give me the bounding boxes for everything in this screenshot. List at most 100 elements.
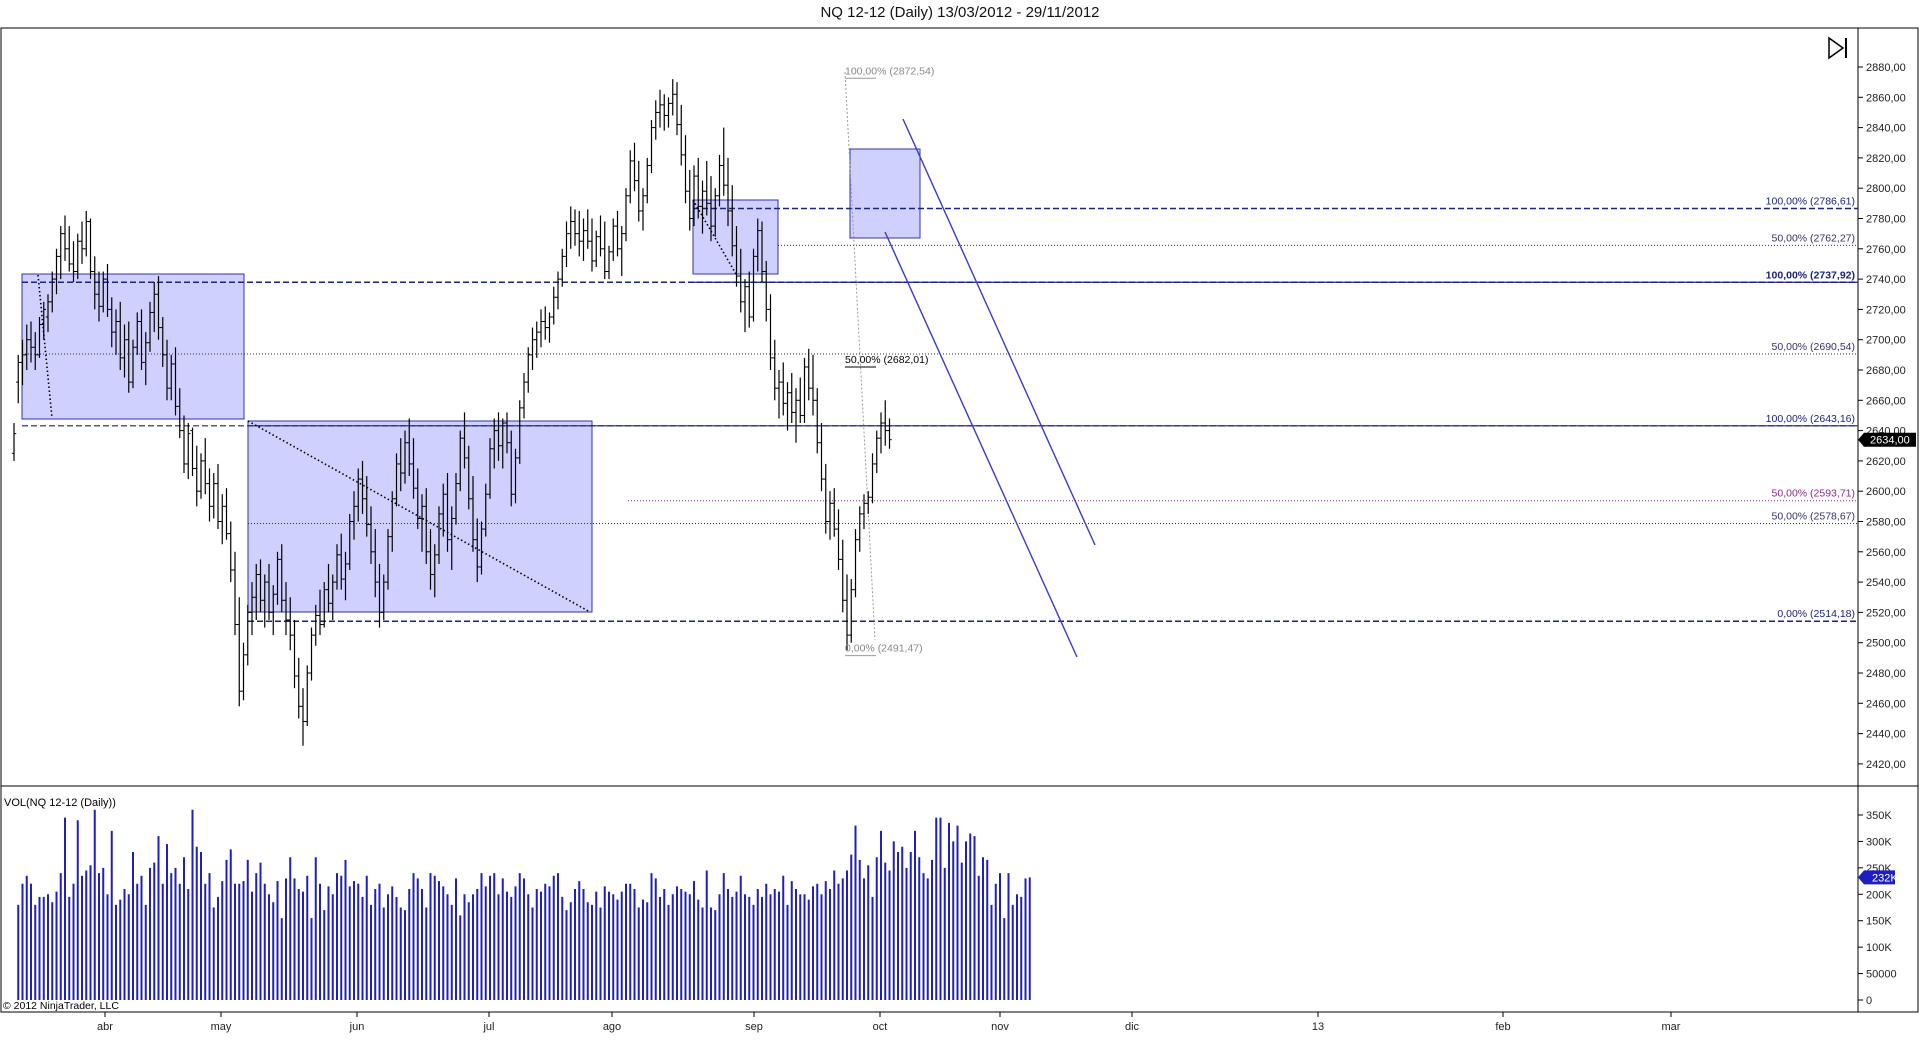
ohlc-bar	[700, 180, 705, 234]
ohlc-bar	[135, 312, 140, 355]
ohlc-bar	[449, 506, 454, 570]
ohlc-bar	[674, 82, 680, 136]
price-tick-label: 2680,00	[1866, 365, 1906, 377]
ohlc-bar	[849, 579, 854, 643]
ohlc-bar	[496, 412, 501, 461]
fib-labels-layer: 100,00% (2872,54) 50,00% (2682,01) 0,00% (…	[845, 65, 1855, 654]
ohlc-bar	[810, 354, 816, 416]
copyright: © 2012 NinjaTrader, LLC	[3, 1000, 119, 1012]
ohlc-bar	[602, 221, 607, 280]
ohlc-bar	[581, 218, 586, 261]
ohlc-bar	[713, 188, 718, 237]
volume-panel-frame	[0, 785, 1919, 1013]
ohlc-bar	[394, 453, 399, 507]
ohlc-bar	[517, 400, 522, 464]
ohlc-series	[11, 79, 892, 746]
ohlc-bar	[827, 491, 833, 540]
ohlc-bar	[28, 321, 34, 363]
ohlc-bar	[725, 157, 731, 227]
fib-level-label: 100,00% (2737,92)	[1766, 269, 1855, 281]
ohlc-bar	[687, 170, 692, 231]
volume-tick-label: 50000	[1866, 969, 1897, 981]
time-tick-label: sep	[745, 1021, 763, 1033]
ohlc-bar	[636, 160, 641, 222]
time-tick-label: jun	[349, 1021, 365, 1033]
ohlc-bar	[211, 473, 216, 519]
volume-tick-label: 100K	[1866, 942, 1892, 954]
time-tick-label: dic	[1125, 1021, 1140, 1033]
ohlc-bar	[279, 544, 284, 613]
ohlc-bar	[339, 533, 344, 590]
ohlc-bar	[16, 354, 21, 404]
ohlc-bar	[789, 373, 794, 424]
ohlc-bar	[241, 642, 246, 701]
zone-box	[692, 199, 779, 275]
time-tick-label: oct	[873, 1021, 888, 1033]
ohlc-bar	[815, 388, 820, 454]
ohlc-bar	[360, 460, 365, 514]
last-price-marker: 2634,00	[1858, 432, 1916, 447]
last-volume-marker: 232K	[1858, 870, 1898, 885]
ohlc-bar	[445, 473, 450, 552]
ohlc-bar	[109, 297, 114, 348]
ohlc-bar	[164, 339, 170, 401]
price-tick-label: 2780,00	[1866, 214, 1906, 226]
ohlc-bar	[577, 210, 582, 257]
last-price-box	[1858, 432, 1916, 447]
ohlc-bar	[730, 185, 735, 257]
time-tick-label: ago	[603, 1021, 621, 1033]
ohlc-bar	[126, 321, 131, 393]
ohlc-bar	[721, 127, 726, 196]
fib-level-label: 100,00% (2786,61)	[1766, 195, 1855, 207]
price-tick-label: 2520,00	[1866, 607, 1906, 619]
fib-level-label: 50,00% (2682,01)	[845, 354, 928, 366]
ohlc-bar	[691, 165, 697, 227]
ohlc-bar	[283, 582, 289, 636]
ohlc-bar	[798, 377, 803, 424]
trendline-dotted	[247, 420, 591, 613]
time-tick-label: feb	[1495, 1021, 1510, 1033]
ohlc-bar	[751, 248, 756, 322]
ohlc-bar	[857, 506, 862, 552]
ohlc-bar	[419, 494, 425, 552]
price-tick-label: 2500,00	[1866, 638, 1906, 650]
last-price-label: 2634,00	[1870, 435, 1910, 447]
price-tick-label: 2560,00	[1866, 547, 1906, 559]
ohlc-bar	[836, 509, 841, 570]
ohlc-bar	[887, 418, 892, 449]
ohlc-bar	[245, 604, 250, 666]
ohlc-bar	[296, 657, 301, 719]
ohlc-bar	[258, 559, 263, 613]
time-tick-label: may	[211, 1021, 232, 1033]
ohlc-bar	[377, 563, 382, 628]
ohlc-bar	[143, 332, 148, 386]
ohlc-bar	[645, 157, 650, 204]
ohlc-bar	[381, 574, 386, 620]
ohlc-bar	[696, 157, 701, 219]
ohlc-bar	[71, 241, 76, 283]
price-tick-label: 2760,00	[1866, 244, 1906, 256]
ohlc-bar	[662, 94, 667, 131]
price-tick-label: 2600,00	[1866, 486, 1906, 498]
ohlc-bar	[653, 100, 658, 140]
ohlc-bar	[203, 438, 208, 495]
ohlc-bar	[424, 488, 429, 564]
ohlc-bar	[844, 574, 850, 651]
ohlc-bar	[58, 226, 63, 280]
time-axis: abr may jun jul ago sep oct nov dic 13 feb mar	[97, 1012, 1681, 1033]
ohlc-bar	[832, 488, 837, 537]
ohlc-bar	[619, 226, 624, 277]
skip-to-end-icon[interactable]	[1828, 36, 1847, 60]
ohlc-bar	[415, 468, 420, 530]
volume-tick-label: 200K	[1866, 889, 1892, 901]
ohlc-bar	[152, 282, 157, 333]
ohlc-bar	[322, 582, 327, 628]
ohlc-bar	[20, 339, 25, 386]
price-tick-label: 2540,00	[1866, 577, 1906, 589]
ohlc-bar	[249, 582, 255, 636]
ohlc-bar	[785, 382, 790, 431]
ohlc-bar	[266, 563, 272, 620]
ohlc-bar	[317, 589, 323, 636]
ohlc-bar	[883, 400, 888, 446]
